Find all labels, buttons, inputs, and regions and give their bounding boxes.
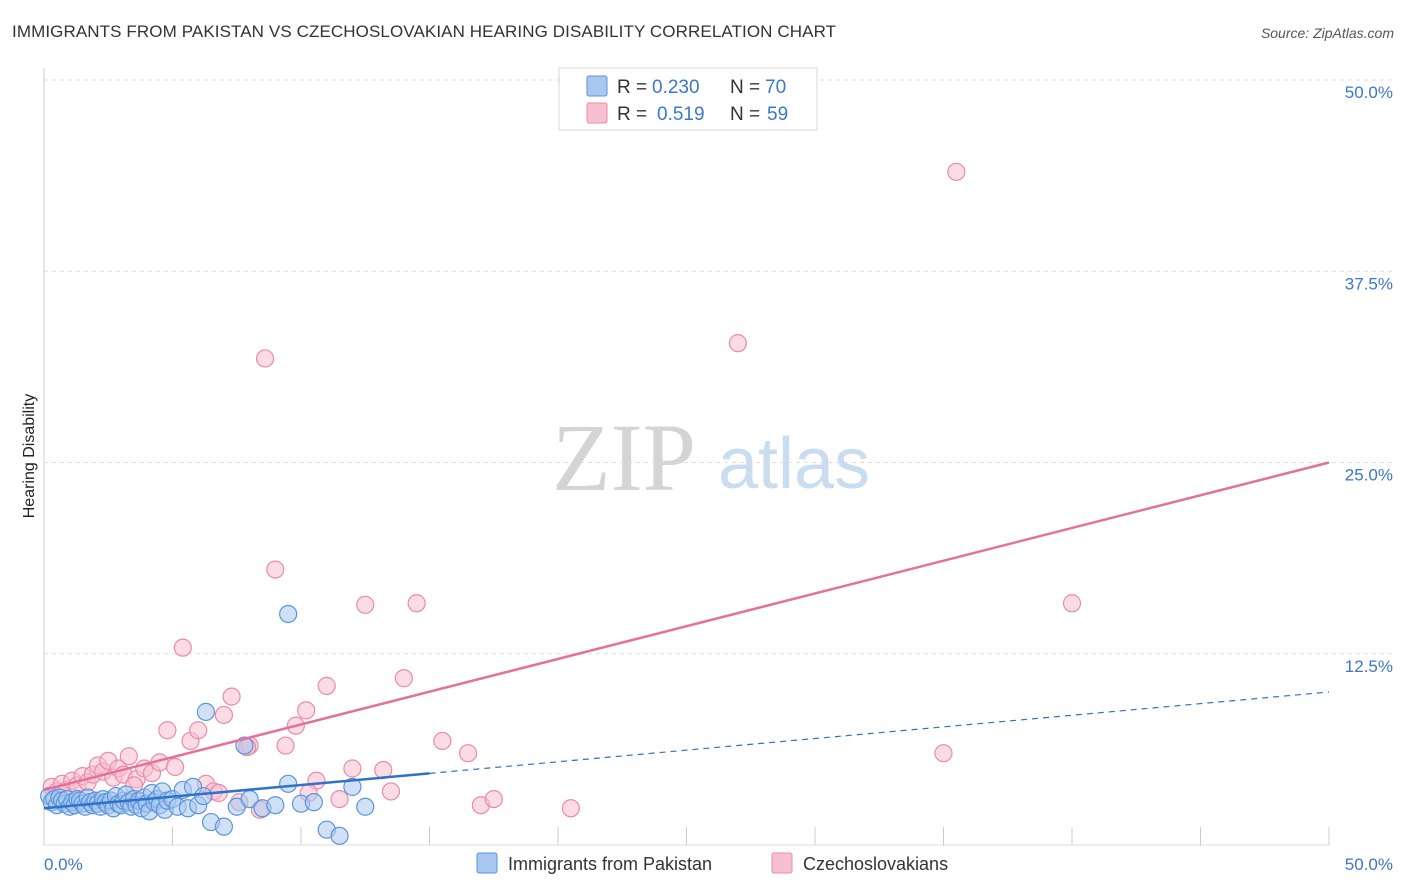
bottom-legend: Immigrants from Pakistan Czechoslovakian… bbox=[476, 852, 948, 874]
point-pakistan bbox=[279, 774, 298, 793]
point-czechoslovakians bbox=[1062, 594, 1082, 613]
point-czechoslovakians bbox=[381, 782, 401, 801]
legend-n-value-pakistan: 70 bbox=[765, 77, 786, 98]
y-tick-label: 37.5% bbox=[1345, 274, 1393, 293]
legend: R = 0.230 N = 70 R = 0.519 N = 59 bbox=[558, 67, 818, 131]
point-czechoslovakians bbox=[330, 789, 349, 809]
source-label: Source: ZipAtlas.com bbox=[1260, 25, 1394, 41]
legend-r-label-pakistan: R = bbox=[617, 77, 647, 98]
point-czechoslovakians bbox=[266, 560, 285, 579]
trendline-czechoslovakians bbox=[43, 461, 1330, 792]
series-pakistan bbox=[40, 604, 375, 845]
trendlines bbox=[43, 461, 1330, 810]
y-tick-labels: 12.5% 25.0% 37.5% 50.0% bbox=[1345, 83, 1393, 676]
point-pakistan bbox=[235, 736, 254, 755]
y-tick-label: 12.5% bbox=[1345, 657, 1393, 676]
chart-title: IMMIGRANTS FROM PAKISTAN VS CZECHOSLOVAK… bbox=[12, 22, 837, 41]
legend-r-value-pakistan: 0.230 bbox=[652, 77, 700, 98]
point-czechoslovakians bbox=[173, 638, 192, 657]
point-pakistan bbox=[356, 797, 375, 816]
x-tick-label-min: 0.0% bbox=[44, 855, 83, 874]
bottom-legend-label-czechoslovakians: Czechoslovakians bbox=[803, 854, 948, 874]
x-ticks bbox=[43, 827, 1330, 846]
legend-n-label-pakistan: N = bbox=[730, 77, 760, 98]
point-czechoslovakians bbox=[255, 349, 275, 368]
watermark-atlas: atlas bbox=[718, 424, 870, 504]
y-tick-label: 25.0% bbox=[1345, 466, 1393, 485]
bottom-legend-label-pakistan: Immigrants from Pakistan bbox=[508, 854, 712, 874]
point-pakistan bbox=[304, 793, 323, 812]
point-czechoslovakians bbox=[934, 744, 953, 763]
point-czechoslovakians bbox=[433, 731, 452, 751]
point-pakistan bbox=[214, 817, 233, 836]
point-czechoslovakians bbox=[458, 744, 478, 763]
point-pakistan bbox=[279, 604, 298, 624]
point-czechoslovakians bbox=[297, 701, 316, 720]
point-czechoslovakians bbox=[728, 334, 748, 353]
trendline-pakistan-solid bbox=[43, 772, 430, 810]
legend-r-label-czechoslovakians: R = bbox=[617, 104, 647, 125]
series-czechoslovakians bbox=[42, 162, 1082, 819]
point-czechoslovakians bbox=[317, 676, 336, 695]
point-czechoslovakians bbox=[394, 669, 413, 688]
point-czechoslovakians bbox=[222, 687, 241, 706]
point-czechoslovakians bbox=[158, 721, 177, 740]
legend-n-label-czechoslovakians: N = bbox=[730, 104, 760, 125]
point-czechoslovakians bbox=[947, 162, 966, 181]
point-czechoslovakians bbox=[343, 759, 362, 778]
legend-swatch-czechoslovakians bbox=[586, 102, 608, 124]
watermark-zip: ZIP bbox=[552, 404, 696, 511]
point-czechoslovakians bbox=[276, 736, 295, 755]
legend-r-value-czechoslovakians: 0.519 bbox=[657, 104, 705, 125]
x-tick-label-max: 50.0% bbox=[1345, 855, 1393, 874]
point-czechoslovakians bbox=[407, 594, 426, 613]
bottom-legend-swatch-pakistan bbox=[476, 852, 498, 874]
legend-n-value-czechoslovakians: 59 bbox=[767, 104, 788, 125]
point-czechoslovakians bbox=[214, 705, 233, 725]
grid bbox=[44, 79, 1393, 655]
point-pakistan bbox=[266, 796, 285, 815]
point-pakistan bbox=[330, 826, 349, 845]
point-pakistan bbox=[343, 777, 362, 796]
point-czechoslovakians bbox=[189, 721, 208, 740]
point-czechoslovakians bbox=[165, 757, 185, 777]
point-pakistan bbox=[196, 702, 216, 721]
y-tick-label: 50.0% bbox=[1345, 83, 1393, 102]
point-czechoslovakians bbox=[119, 747, 138, 766]
point-czechoslovakians bbox=[484, 789, 503, 809]
point-czechoslovakians bbox=[356, 595, 375, 614]
point-pakistan bbox=[194, 786, 213, 806]
bottom-legend-swatch-czechoslovakians bbox=[771, 852, 793, 874]
legend-swatch-pakistan bbox=[586, 75, 608, 97]
trendline-pakistan-dashed bbox=[429, 691, 1330, 774]
point-czechoslovakians bbox=[561, 799, 580, 818]
y-axis-title: Hearing Disability bbox=[21, 394, 38, 519]
